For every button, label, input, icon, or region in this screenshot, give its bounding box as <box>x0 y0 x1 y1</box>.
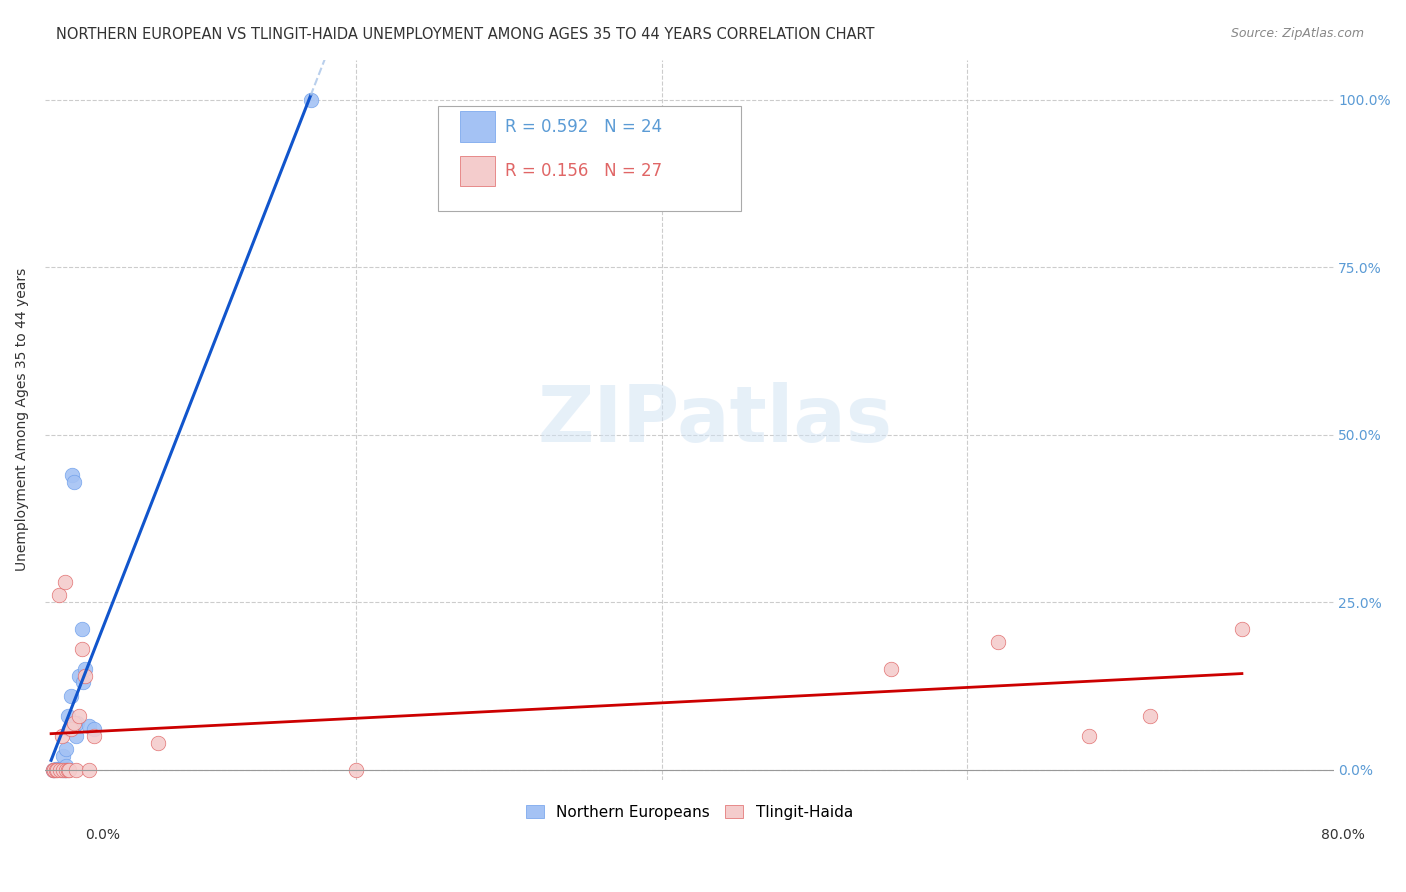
Point <box>49 763 72 777</box>
Point <box>70 642 93 657</box>
Point <box>59 689 82 703</box>
Point <box>1139 709 1161 723</box>
Point <box>58 723 80 737</box>
Point <box>1230 622 1253 636</box>
Point <box>41 763 63 777</box>
Text: 80.0%: 80.0% <box>1320 828 1365 842</box>
Point <box>52 763 75 777</box>
Point <box>62 467 84 482</box>
Point <box>63 475 86 489</box>
FancyBboxPatch shape <box>460 112 495 142</box>
Point <box>73 662 96 676</box>
Text: ZIPatlas: ZIPatlas <box>537 382 893 458</box>
Point <box>53 574 76 589</box>
Point <box>46 763 69 777</box>
Point <box>55 763 77 777</box>
Legend: Northern Europeans, Tlingit-Haida: Northern Europeans, Tlingit-Haida <box>519 798 859 826</box>
Point <box>987 635 1010 649</box>
Point <box>59 723 82 737</box>
Point <box>67 709 90 723</box>
Text: 0.0%: 0.0% <box>86 828 120 842</box>
Point <box>880 662 903 676</box>
Point <box>45 763 67 777</box>
Point <box>56 763 79 777</box>
Point <box>299 93 322 107</box>
Text: Source: ZipAtlas.com: Source: ZipAtlas.com <box>1230 27 1364 40</box>
FancyBboxPatch shape <box>439 106 741 211</box>
Point <box>58 763 80 777</box>
Point <box>146 736 169 750</box>
Point <box>55 759 77 773</box>
Point <box>83 729 105 743</box>
Point <box>44 763 66 777</box>
Point <box>51 763 73 777</box>
Point <box>41 763 63 777</box>
Text: R = 0.156   N = 27: R = 0.156 N = 27 <box>505 162 662 180</box>
Text: R = 0.592   N = 24: R = 0.592 N = 24 <box>505 118 662 136</box>
Point <box>48 762 70 776</box>
Point <box>63 715 86 730</box>
Point <box>55 742 77 756</box>
Point <box>45 762 67 776</box>
Point <box>53 763 76 777</box>
Y-axis label: Unemployment Among Ages 35 to 44 years: Unemployment Among Ages 35 to 44 years <box>15 268 30 571</box>
Point <box>72 675 94 690</box>
Point <box>53 763 76 777</box>
Point <box>70 622 93 636</box>
Point <box>77 763 100 777</box>
FancyBboxPatch shape <box>460 156 495 186</box>
Text: NORTHERN EUROPEAN VS TLINGIT-HAIDA UNEMPLOYMENT AMONG AGES 35 TO 44 YEARS CORREL: NORTHERN EUROPEAN VS TLINGIT-HAIDA UNEMP… <box>56 27 875 42</box>
Point <box>51 729 73 743</box>
Point <box>344 763 367 777</box>
Point <box>66 715 89 730</box>
Point <box>73 669 96 683</box>
Point <box>77 719 100 733</box>
Point <box>67 669 90 683</box>
Point <box>65 729 87 743</box>
Point <box>83 723 105 737</box>
Point <box>56 709 79 723</box>
Point <box>1078 729 1101 743</box>
Point <box>52 749 75 764</box>
Point <box>48 589 70 603</box>
Point <box>44 763 66 777</box>
Point <box>65 763 87 777</box>
